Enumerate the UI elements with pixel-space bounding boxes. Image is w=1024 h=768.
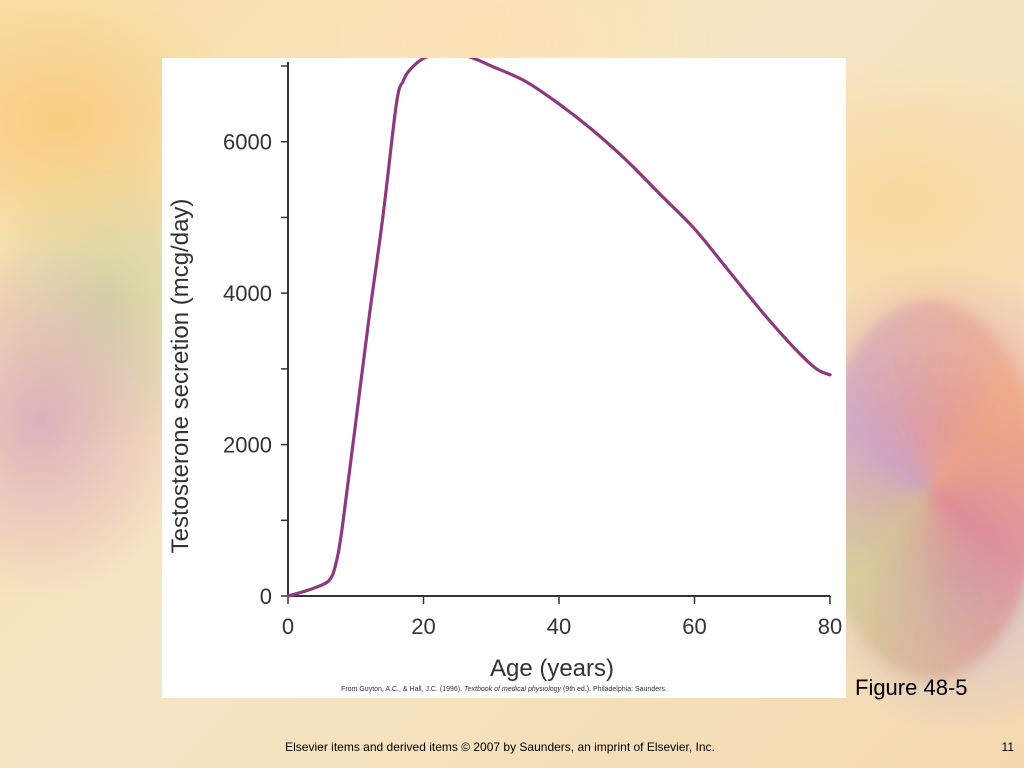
x-axis-label: Age (years) bbox=[490, 655, 614, 682]
background-decoration bbox=[820, 300, 1024, 680]
y-tick-label: 4000 bbox=[223, 281, 272, 306]
figure-citation: From Guyton, A.C., & Hall, J.C. (1996). … bbox=[162, 686, 846, 693]
x-tick-label: 20 bbox=[411, 614, 435, 639]
figure-label: Figure 48-5 bbox=[855, 675, 968, 700]
chart-panel: 0 2000 4000 6000 0 20 40 60 80 Age (years) Testo… bbox=[162, 58, 846, 698]
chart-axes bbox=[287, 62, 830, 597]
x-tick-label: 0 bbox=[282, 614, 294, 639]
x-tick-label: 80 bbox=[818, 614, 842, 639]
slide-footer: Elsevier items and derived items © 2007 … bbox=[285, 740, 715, 754]
citation-prefix: From Guyton, A.C., & Hall, J.C. (1996). bbox=[341, 686, 465, 693]
series-line-testosterone bbox=[286, 58, 832, 598]
y-tick-label: 2000 bbox=[223, 433, 272, 458]
y-tick-label: 6000 bbox=[223, 130, 272, 155]
testosterone-chart: 0 2000 4000 6000 0 20 40 60 80 Age (years) Testo… bbox=[167, 58, 842, 682]
x-tick-label: 40 bbox=[547, 614, 571, 639]
y-axis-label: Testosterone secretion (mcg/day) bbox=[167, 199, 194, 554]
chart-ticks: 0 2000 4000 6000 0 20 40 60 80 bbox=[223, 65, 842, 639]
x-tick-label: 60 bbox=[682, 614, 706, 639]
citation-title: Textbook of medical physiology bbox=[464, 686, 562, 693]
citation-suffix: (9th ed.). Philadelphia: Saunders. bbox=[561, 686, 667, 693]
y-tick-label: 0 bbox=[260, 584, 272, 609]
slide-number: 11 bbox=[1001, 740, 1014, 754]
